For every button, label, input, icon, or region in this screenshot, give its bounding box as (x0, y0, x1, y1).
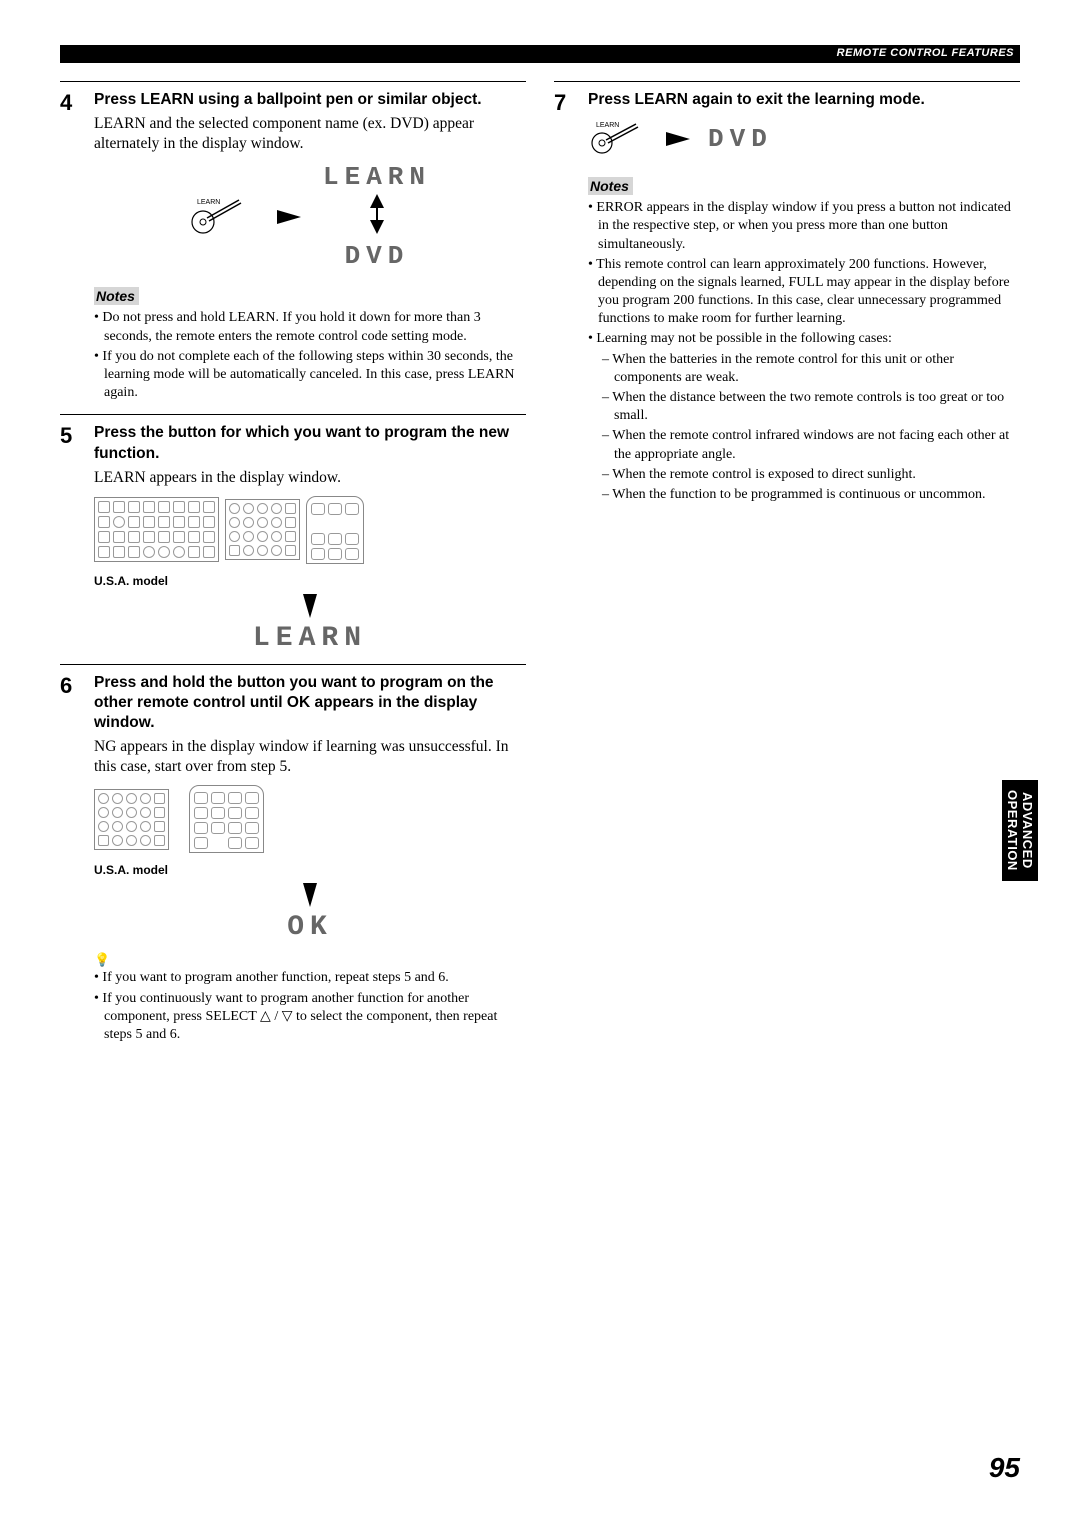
hint-icon: 💡 (94, 952, 110, 967)
step-desc: NG appears in the display window if lear… (94, 737, 526, 777)
step-body: Press the button for which you want to p… (94, 423, 526, 653)
side-tab: ADVANCED OPERATION (1002, 780, 1038, 881)
sub-note-item: When the remote control is exposed to di… (602, 466, 1020, 484)
tips-list: If you want to program another function,… (94, 969, 526, 1044)
step-title: Press and hold the button you want to pr… (94, 673, 526, 733)
note-item: If you do not complete each of the follo… (94, 348, 526, 403)
arrow-down (94, 594, 526, 623)
note-item: Do not press and hold LEARN. If you hold… (94, 309, 526, 345)
learn-pen-icon: LEARN (189, 192, 249, 242)
tip-item: If you want to program another function,… (94, 969, 526, 987)
step-number: 7 (554, 90, 574, 506)
step-body: Press LEARN using a ballpoint pen or sim… (94, 90, 526, 404)
model-label: U.S.A. model (94, 574, 526, 588)
step-number: 4 (60, 90, 80, 404)
side-tab-line1: ADVANCED (1020, 792, 1035, 869)
step-body: Press LEARN again to exit the learning m… (588, 90, 1020, 506)
lcd-learn: LEARN (94, 623, 526, 654)
note-item: ERROR appears in the display window if y… (588, 199, 1020, 254)
remote-buttons-icon (225, 499, 300, 560)
figure-remote-step6 (94, 785, 526, 853)
right-col: 7 Press LEARN again to exit the learning… (554, 81, 1020, 1056)
other-remote-icon (306, 496, 364, 564)
other-remote-icon (189, 785, 264, 853)
note-item: This remote control can learn approximat… (588, 256, 1020, 329)
side-tab-line2: OPERATION (1005, 790, 1020, 871)
sub-note-item: When the distance between the two remote… (602, 389, 1020, 425)
lcd-dvd: DVD (708, 124, 773, 154)
manual-page: REMOTE CONTROL FEATURES 4 Press LEARN us… (0, 0, 1080, 1526)
step-7: 7 Press LEARN again to exit the learning… (554, 81, 1020, 506)
step-title: Press the button for which you want to p… (94, 423, 526, 463)
arrow-down (94, 883, 526, 912)
step-body: Press and hold the button you want to pr… (94, 673, 526, 1046)
sub-note-item: When the function to be programmed is co… (602, 486, 1020, 504)
learn-pen-icon: LEARN (588, 116, 648, 161)
arrow-down-icon (303, 883, 317, 907)
lcd-dvd: DVD (323, 241, 431, 271)
left-col: 4 Press LEARN using a ballpoint pen or s… (60, 81, 526, 1056)
figure-remote-step5 (94, 496, 526, 564)
page-number: 95 (989, 1452, 1020, 1484)
step-title: Press LEARN using a ballpoint pen or sim… (94, 90, 526, 110)
svg-text:LEARN: LEARN (596, 122, 619, 129)
sub-note-item: When the remote control infrared windows… (602, 427, 1020, 463)
arrow-right-icon (666, 132, 690, 146)
arrow-right-icon (277, 210, 301, 224)
figure-learn-dvd: LEARN LEARN DVD (94, 162, 526, 271)
lcd-learn: LEARN (323, 162, 431, 192)
step-number: 6 (60, 673, 80, 1046)
svg-text:LEARN: LEARN (197, 199, 220, 206)
columns: 4 Press LEARN using a ballpoint pen or s… (60, 81, 1020, 1056)
note-item: Learning may not be possible in the foll… (588, 330, 1020, 348)
arrow-down-icon (303, 594, 317, 618)
header-section: REMOTE CONTROL FEATURES (837, 47, 1014, 59)
step-number: 5 (60, 423, 80, 653)
tip-item: If you continuously want to program anot… (94, 990, 526, 1045)
step-5: 5 Press the button for which you want to… (60, 414, 526, 653)
lcd-ok: OK (94, 912, 526, 943)
step-desc: LEARN and the selected component name (e… (94, 114, 526, 154)
notes-list: Do not press and hold LEARN. If you hold… (94, 309, 526, 402)
figure-step7: LEARN DVD (588, 116, 1020, 161)
remote-buttons-icon (94, 789, 169, 850)
step-6: 6 Press and hold the button you want to … (60, 664, 526, 1046)
sub-notes-list: When the batteries in the remote control… (588, 351, 1020, 505)
notes-header: Notes (94, 287, 139, 305)
sub-note-item: When the batteries in the remote control… (602, 351, 1020, 387)
notes-list: ERROR appears in the display window if y… (588, 199, 1020, 349)
header-bar: REMOTE CONTROL FEATURES (60, 45, 1020, 63)
notes-header: Notes (588, 177, 633, 195)
step-desc: LEARN appears in the display window. (94, 468, 526, 488)
step-title: Press LEARN again to exit the learning m… (588, 90, 1020, 110)
model-label: U.S.A. model (94, 863, 526, 877)
step-4: 4 Press LEARN using a ballpoint pen or s… (60, 81, 526, 404)
remote-control-icon (94, 497, 219, 562)
double-arrow-icon (370, 194, 384, 234)
